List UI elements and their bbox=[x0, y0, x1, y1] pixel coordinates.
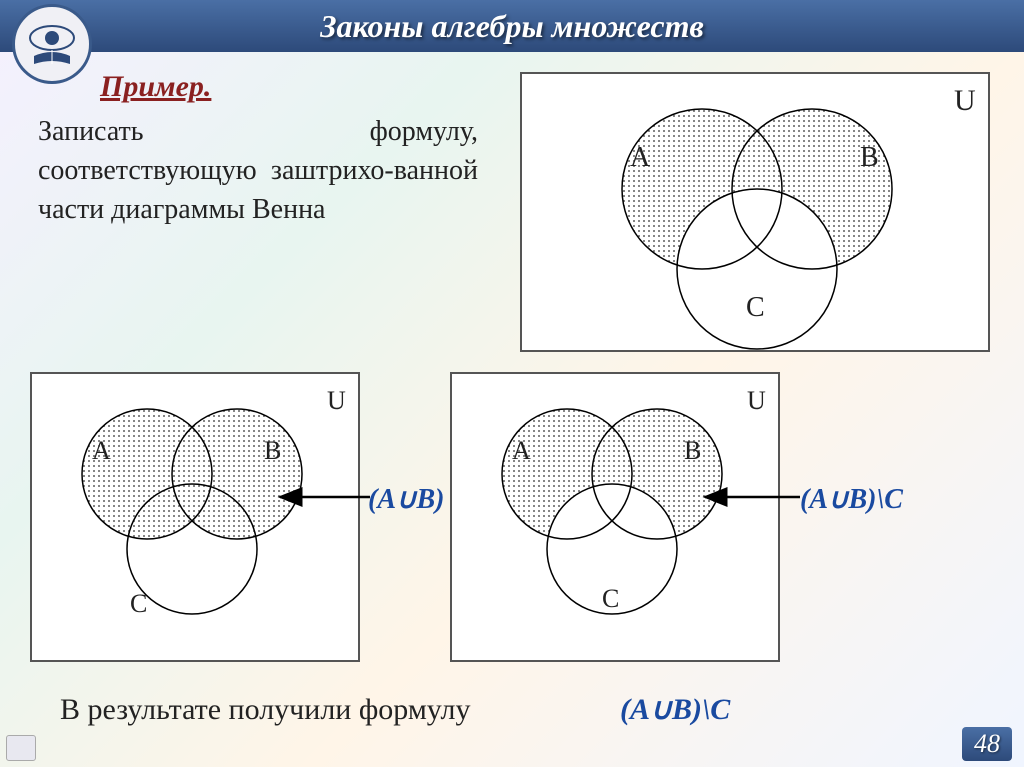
venn-diagram-3: U A B C bbox=[450, 372, 780, 662]
slide-content: Пример. Записать формулу, соответствующу… bbox=[0, 52, 1024, 767]
slide-header: Законы алгебры множеств bbox=[0, 0, 1024, 52]
page-number: 48 bbox=[962, 727, 1012, 761]
venn-svg-2 bbox=[32, 374, 362, 664]
venn-svg-1 bbox=[522, 74, 992, 354]
formula-d2: (A∪B) bbox=[368, 482, 445, 516]
venn-diagram-2: U A B C bbox=[30, 372, 360, 662]
page-title: Законы алгебры множеств bbox=[320, 8, 704, 45]
universe-label: U bbox=[747, 386, 766, 416]
corner-icon bbox=[6, 735, 36, 761]
result-text: В результате получили формулу bbox=[60, 693, 470, 727]
example-label: Пример. bbox=[100, 70, 211, 104]
universe-label: U bbox=[327, 386, 346, 416]
formula-d3: (A∪B)\C bbox=[800, 482, 903, 516]
venn-diagram-1: U A B C bbox=[520, 72, 990, 352]
task-text: Записать формулу, соответствующую заштри… bbox=[38, 112, 478, 230]
result-formula: (A∪B)\C bbox=[620, 692, 730, 727]
logo-icon bbox=[12, 4, 92, 84]
venn-svg-3 bbox=[452, 374, 782, 664]
universe-label: U bbox=[954, 84, 976, 118]
